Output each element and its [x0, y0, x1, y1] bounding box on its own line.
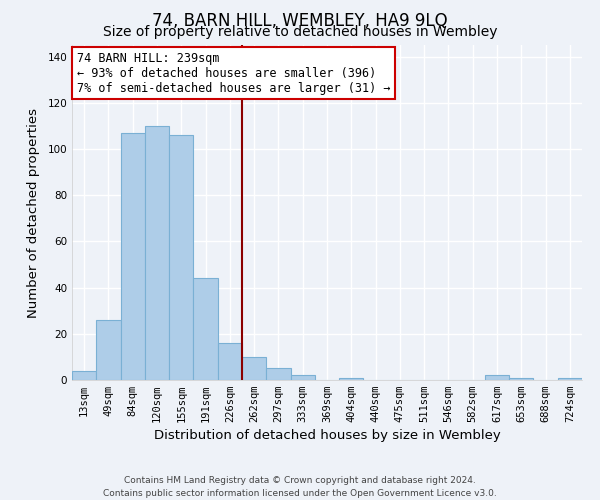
Bar — [266, 368, 290, 380]
Y-axis label: Number of detached properties: Number of detached properties — [28, 108, 40, 318]
Bar — [558, 378, 582, 380]
Text: 74, BARN HILL, WEMBLEY, HA9 9LQ: 74, BARN HILL, WEMBLEY, HA9 9LQ — [152, 12, 448, 30]
X-axis label: Distribution of detached houses by size in Wembley: Distribution of detached houses by size … — [154, 430, 500, 442]
Bar — [509, 378, 533, 380]
Bar — [72, 371, 96, 380]
Bar — [121, 133, 145, 380]
Bar — [218, 343, 242, 380]
Bar — [485, 376, 509, 380]
Text: Size of property relative to detached houses in Wembley: Size of property relative to detached ho… — [103, 25, 497, 39]
Bar — [339, 378, 364, 380]
Bar — [145, 126, 169, 380]
Bar — [96, 320, 121, 380]
Text: Contains HM Land Registry data © Crown copyright and database right 2024.
Contai: Contains HM Land Registry data © Crown c… — [103, 476, 497, 498]
Text: 74 BARN HILL: 239sqm
← 93% of detached houses are smaller (396)
7% of semi-detac: 74 BARN HILL: 239sqm ← 93% of detached h… — [77, 52, 391, 94]
Bar — [290, 376, 315, 380]
Bar — [242, 357, 266, 380]
Bar — [169, 135, 193, 380]
Bar — [193, 278, 218, 380]
